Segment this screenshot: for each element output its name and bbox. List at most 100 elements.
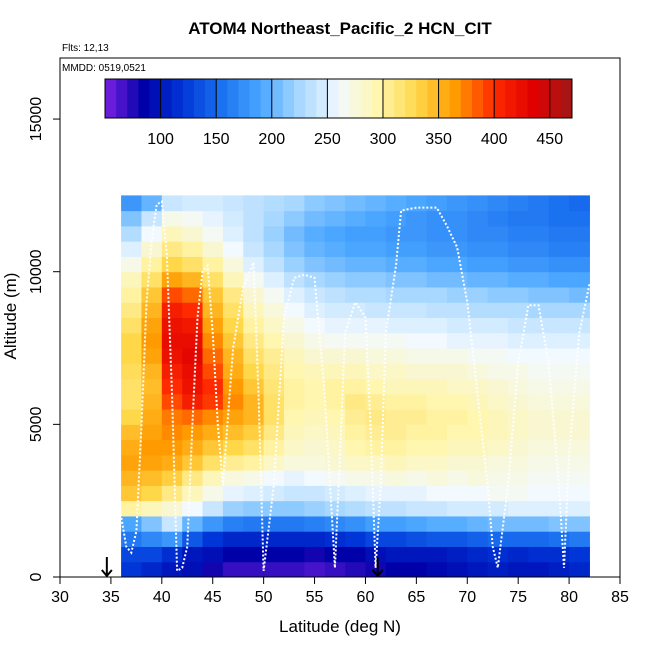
colorbar-swatch [471,79,484,118]
heatmap-cell [446,454,468,471]
heatmap-cell [324,393,346,410]
heatmap-cell [243,348,265,364]
heatmap-cell [487,225,509,242]
heatmap-cell [263,317,285,334]
colorbar-swatch [127,79,139,118]
heatmap-cell [365,225,387,242]
heatmap-cell [304,454,326,471]
heatmap-cell [304,348,326,364]
heatmap-cell [182,393,204,410]
heatmap-cell [243,409,265,425]
heatmap-cell [161,500,183,517]
heatmap-cell [284,424,305,441]
heatmap-cell [508,393,529,410]
heatmap-cell [467,317,489,334]
heatmap-cell [406,561,428,578]
heatmap-cell [345,424,366,441]
heatmap-cell [141,500,163,517]
heatmap-cell [121,302,142,318]
heatmap-cell [385,409,407,425]
heatmap-cell [182,271,204,288]
heatmap-cell [548,271,570,288]
heatmap-cell [121,515,142,532]
x-tick-label: 45 [204,589,222,606]
heatmap-cell [406,363,428,380]
heatmap-cell [304,271,326,288]
heatmap-cell [365,485,387,502]
heatmap-cell [141,271,163,288]
heatmap-cell [345,302,366,318]
heatmap-cell [324,271,346,288]
heatmap-cell [222,302,244,318]
heatmap-cell [426,409,448,425]
heatmap-cell [243,424,265,441]
heatmap-cell [324,286,346,303]
colorbar-swatch [405,79,417,118]
colorbar-swatch [382,79,395,118]
heatmap-cell [121,424,142,441]
heatmap-cell [324,561,346,578]
arrow-marker [371,557,384,578]
heatmap-cell [304,561,326,578]
heatmap-cell [528,332,550,349]
heatmap-cell [569,485,590,502]
heatmap-cell [324,424,346,441]
colorbar-tick-label: 200 [258,131,285,148]
heatmap-cell [284,515,305,532]
heatmap-cell [446,546,468,563]
heatmap-cell [161,210,183,227]
heatmap-cell [487,348,509,364]
heatmap-cell [222,378,244,395]
heatmap-cell [467,348,489,364]
heatmap-cell [324,378,346,395]
heatmap-cell [365,195,387,212]
heatmap-cell [508,317,529,334]
heatmap-cell [467,378,489,395]
heatmap-cell [548,210,570,227]
heatmap-cell [446,393,468,410]
heatmap-cell [569,454,590,471]
heatmap-cell [426,515,448,532]
heatmap-cell [202,454,224,471]
heatmap-cell [243,286,265,303]
heatmap-cell [487,241,509,257]
heatmap-cell [487,378,509,395]
x-tick-label: 80 [560,589,578,606]
heatmap-cell [345,348,366,364]
heatmap-cell [487,317,509,334]
heatmap-cell [222,210,244,227]
heatmap-cell [467,409,489,425]
heatmap-cell [406,241,428,257]
heatmap-cell [182,454,204,471]
heatmap-cell [426,271,448,288]
colorbar-swatch [294,79,306,118]
heatmap-cell [508,531,529,547]
heatmap-cell [508,271,529,288]
heatmap-cell [304,424,326,441]
heatmap-cell [121,454,142,471]
heatmap-cell [548,439,570,456]
heatmap-cell [284,546,305,563]
heatmap-cell [304,286,326,303]
heatmap-cell [345,241,366,257]
heatmap-cell [284,256,305,273]
heatmap-cell [406,500,428,517]
heatmap-cell [263,439,285,456]
heatmap-cell [141,454,163,471]
heatmap-cell [426,302,448,318]
heatmap-cell [263,286,285,303]
x-tick-label: 75 [509,589,527,606]
heatmap-cell [202,470,224,486]
dates-label: MMDD: 0519,0521 [62,63,146,74]
heatmap-cell [121,409,142,425]
colorbar-swatch [138,79,150,118]
heatmap-cell [365,348,387,364]
heatmap-cell [569,256,590,273]
colorbar-swatch [216,79,228,118]
heatmap-cell [467,546,489,563]
heatmap-cell [569,470,590,486]
heatmap-cell [202,531,224,547]
heatmap-cell [141,302,163,318]
heatmap-cell [324,241,346,257]
heatmap-cell [508,470,529,486]
